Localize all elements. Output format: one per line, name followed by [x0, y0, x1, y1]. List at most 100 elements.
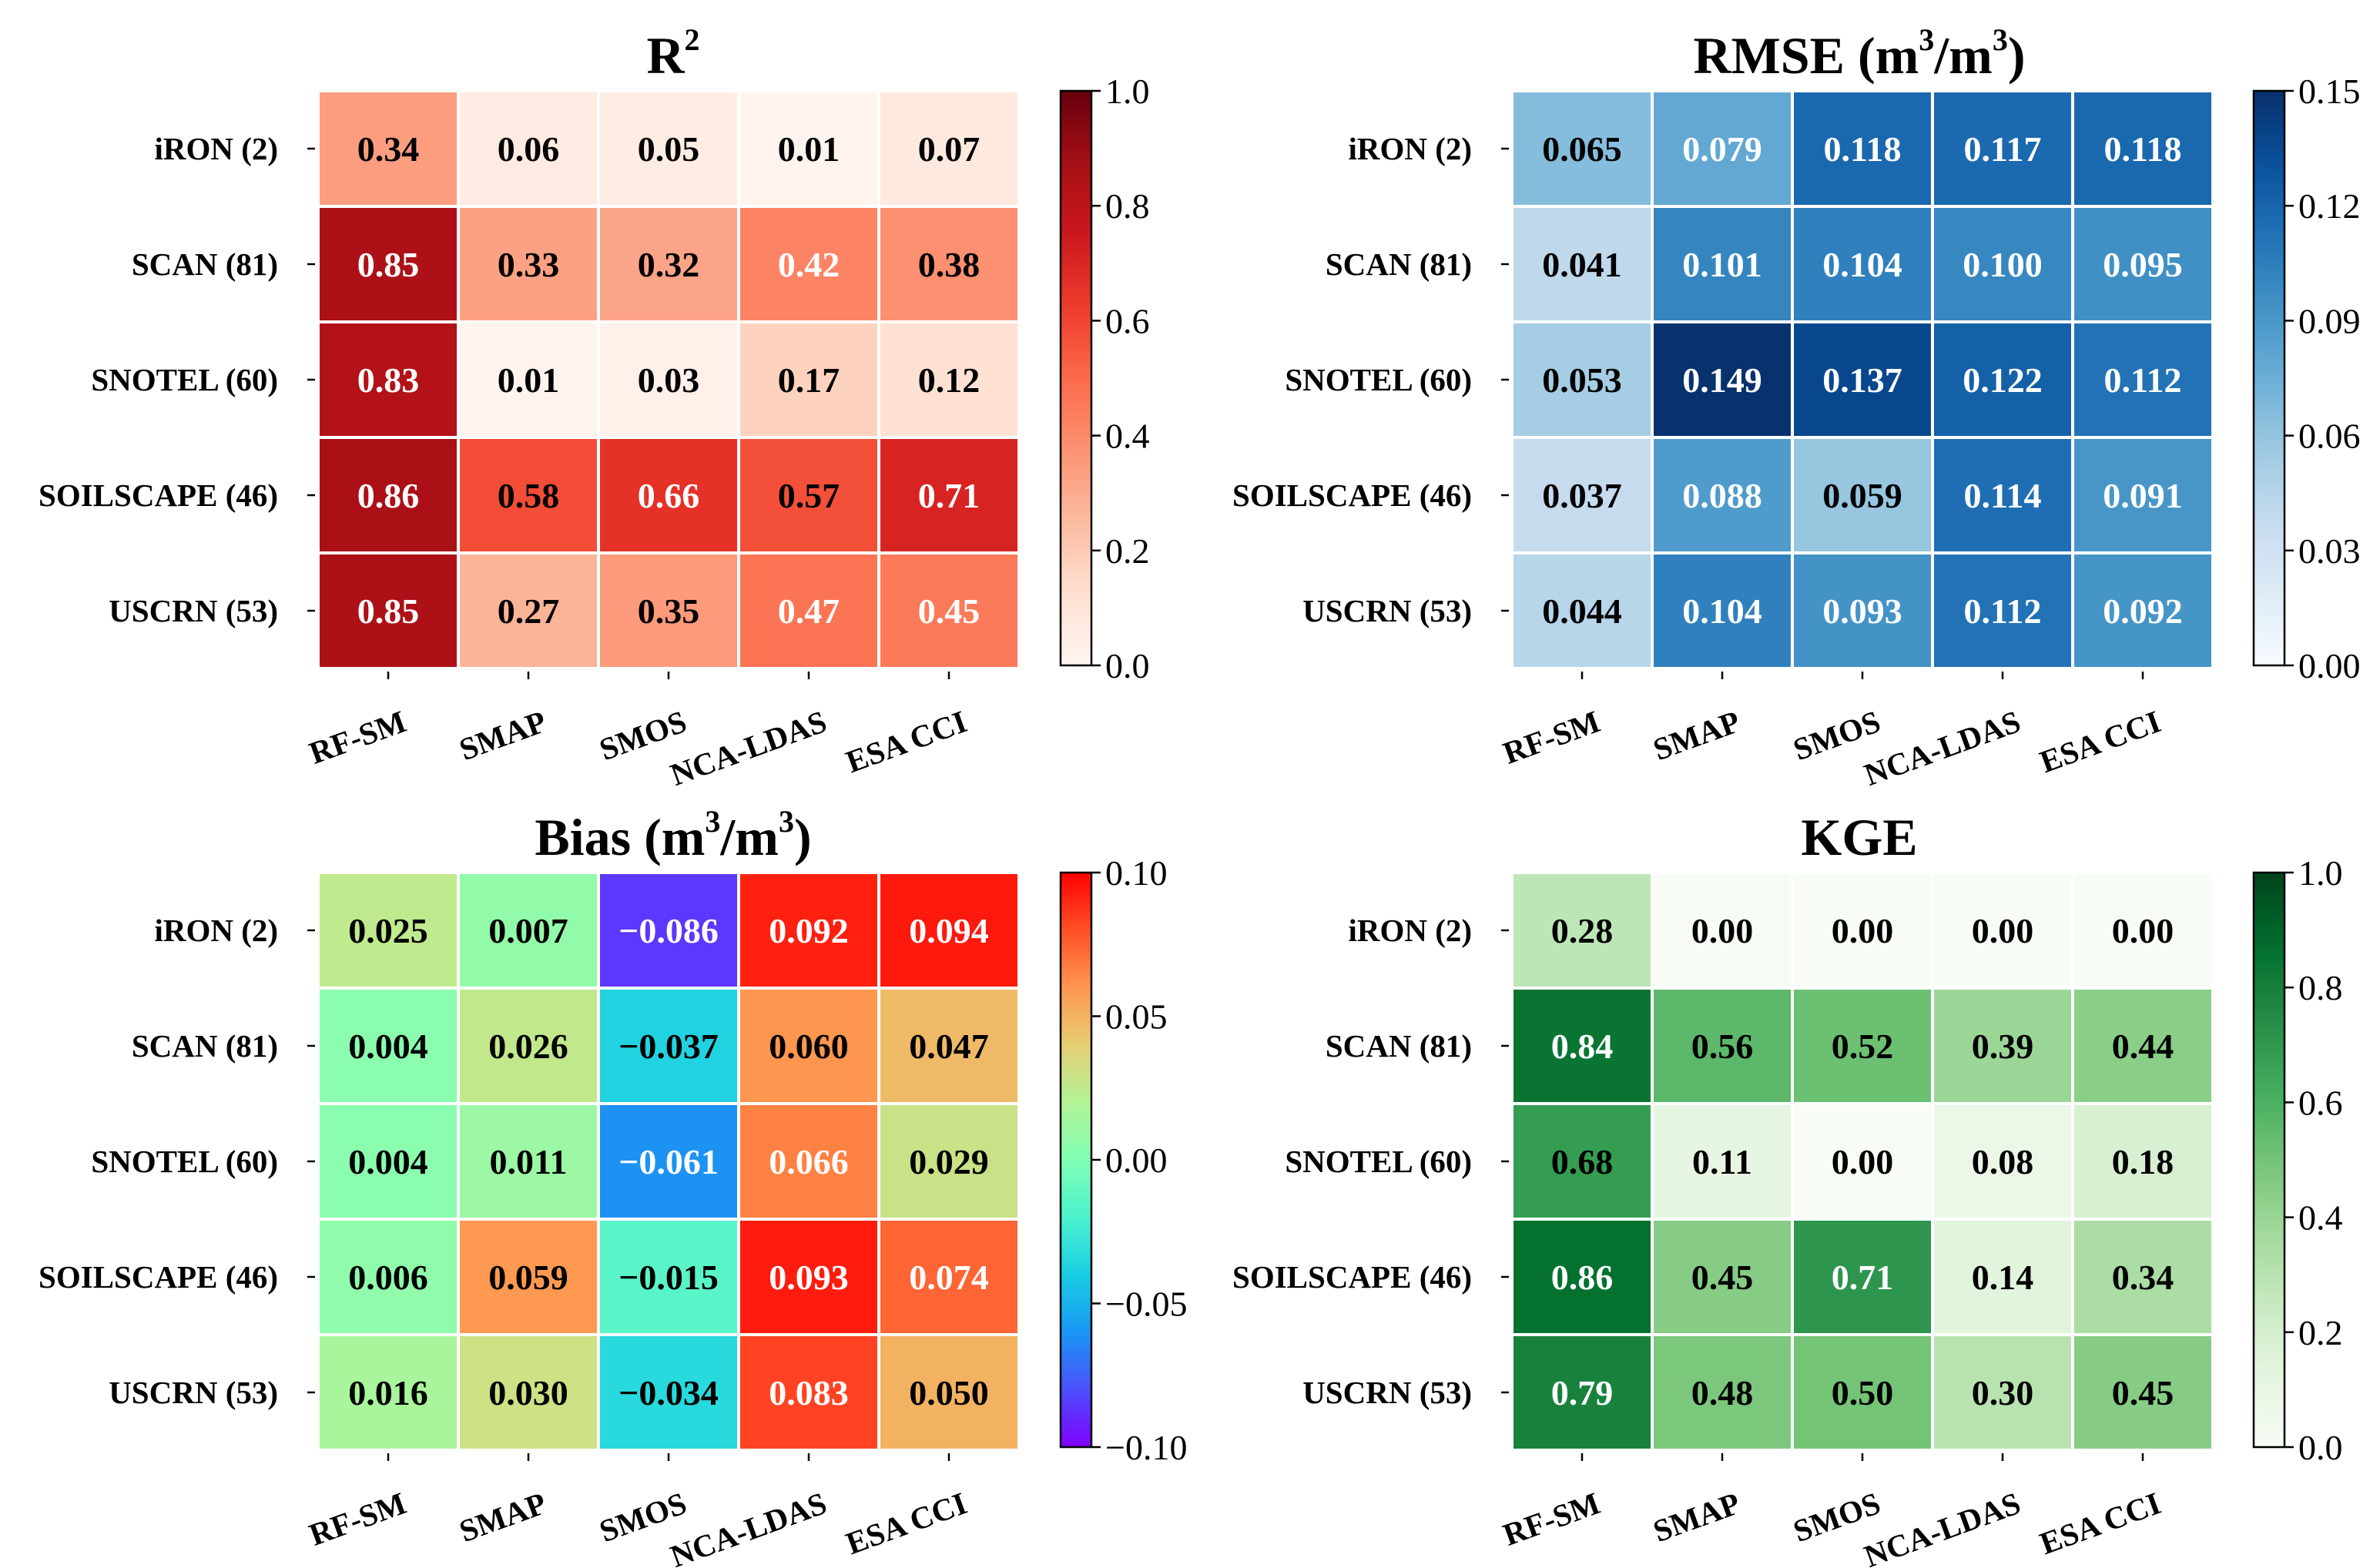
row-label: SOILSCAPE (46): [39, 1259, 278, 1295]
cell-value-label-bias: 0.006: [348, 1258, 428, 1297]
heatmap-cell-r2: [597, 551, 740, 670]
title-main: Bias (m: [535, 808, 705, 866]
cell-value-label-rmse: 0.041: [1542, 245, 1622, 284]
heatmap-cell-r2: [457, 320, 600, 439]
cell-value-label-r2: 0.45: [918, 591, 980, 631]
cell-value-label-r2: 0.66: [638, 476, 700, 515]
title-main: R: [646, 26, 685, 85]
title-superscript: 2: [685, 22, 700, 57]
heatmap-cell-r2: [597, 205, 740, 323]
heatmap-cell-rmse: [1651, 436, 1794, 554]
heatmap-cell-kge: [1931, 1333, 2074, 1452]
row-label: USCRN (53): [1302, 1375, 1472, 1410]
column-label: RF-SM: [1498, 703, 1604, 771]
cell-value-label-kge: 0.00: [2112, 911, 2174, 950]
heatmap-cell-kge: [2071, 1333, 2214, 1452]
panel-title-r2: R2: [646, 22, 699, 85]
heatmap-cell-rmse: [1931, 320, 2074, 439]
heatmap-cell-r2: [457, 436, 600, 554]
colorbar-tick-label: 0.6: [2298, 1083, 2343, 1122]
cell-value-label-rmse: 0.104: [1682, 591, 1762, 631]
cell-value-label-kge: 0.11: [1692, 1142, 1752, 1181]
title-close: ): [794, 808, 812, 866]
cell-value-label-bias: −0.061: [618, 1142, 719, 1181]
heatmap-cell-bias: [317, 1218, 460, 1336]
cell-value-label-rmse: 0.101: [1682, 245, 1762, 284]
cell-value-label-kge: 0.30: [1972, 1373, 2034, 1412]
heatmap-cell-kge: [2071, 1102, 2214, 1221]
cell-value-label-rmse: 0.149: [1682, 360, 1762, 400]
title-main: RMSE (m: [1694, 26, 1919, 85]
heatmap-cell-bias: [597, 1102, 740, 1221]
cell-value-label-kge: 0.00: [1832, 911, 1894, 950]
row-label: SNOTEL (60): [1285, 1144, 1472, 1179]
heatmap-cell-r2: [877, 436, 1021, 554]
cell-value-label-kge: 0.45: [2112, 1373, 2174, 1412]
cell-value-label-kge: 0.48: [1691, 1373, 1754, 1412]
colorbar-tick-label: 0.0: [1105, 646, 1150, 685]
cell-value-label-rmse: 0.137: [1822, 360, 1902, 400]
heatmap-cell-kge: [1651, 1218, 1794, 1336]
heatmap-cell-bias: [317, 1333, 460, 1452]
colorbar-r2: [1059, 89, 1093, 667]
panel-title-bias: Bias (m3/m3): [535, 804, 811, 866]
row-label: SOILSCAPE (46): [1232, 477, 1472, 513]
cell-value-label-bias: −0.034: [618, 1373, 719, 1412]
heatmap-cell-kge: [1510, 1102, 1654, 1221]
heatmap-cell-bias: [737, 987, 880, 1105]
column-label: RF-SM: [1498, 1485, 1604, 1553]
heatmap-cell-kge: [1791, 1218, 1934, 1336]
colorbar-bias: [1059, 871, 1093, 1449]
title-superscript: 3: [1919, 22, 1934, 57]
heatmap-cell-r2: [737, 320, 880, 439]
cell-value-label-rmse: 0.112: [1964, 591, 2042, 631]
cell-value-label-r2: 0.34: [357, 129, 420, 169]
row-label: SCAN (81): [1326, 1028, 1472, 1064]
heatmap-cell-kge: [2071, 987, 2214, 1105]
column-label: ESA CCI: [2035, 703, 2165, 779]
heatmap-cell-bias: [737, 1218, 880, 1336]
heatmap-cell-kge: [1791, 987, 1934, 1105]
title-superscript-2: 3: [1993, 22, 2008, 57]
cell-value-label-kge: 0.79: [1551, 1373, 1614, 1412]
colorbar-tick-label: 0.4: [2298, 1198, 2343, 1238]
cell-value-label-bias: 0.007: [488, 911, 568, 950]
cell-value-label-kge: 0.71: [1832, 1258, 1894, 1297]
title-tail: /m: [719, 808, 779, 866]
colorbar-tick-label: 0.10: [1105, 853, 1168, 893]
colorbar-tick-label: −0.05: [1105, 1285, 1187, 1324]
heatmap-cell-bias: [877, 987, 1021, 1105]
cell-value-label-r2: 0.12: [918, 360, 980, 400]
heatmap-cell-rmse: [2071, 551, 2214, 670]
cell-value-label-r2: 0.71: [918, 476, 980, 515]
column-label: ESA CCI: [2035, 1485, 2165, 1561]
cell-value-label-r2: 0.17: [778, 360, 840, 400]
cell-value-label-bias: 0.016: [348, 1373, 428, 1412]
cell-value-label-r2: 0.33: [498, 245, 560, 284]
cell-value-label-rmse: 0.118: [2104, 129, 2182, 169]
column-label: SMAP: [1648, 703, 1745, 767]
cell-value-label-rmse: 0.104: [1822, 245, 1902, 284]
row-label: SCAN (81): [1326, 246, 1472, 282]
column-label: NCA-LDAS: [665, 703, 831, 792]
colorbar-tick-label: 1.0: [2298, 853, 2343, 893]
cell-value-label-rmse: 0.079: [1682, 129, 1762, 169]
cell-value-label-bias: 0.094: [909, 911, 989, 950]
cell-value-label-rmse: 0.088: [1682, 476, 1762, 515]
colorbar-tick-label: 0.2: [2298, 1313, 2343, 1352]
colorbar-tick-label: 0.05: [1105, 997, 1168, 1037]
heatmap-cell-rmse: [1651, 89, 1794, 208]
row-label: SOILSCAPE (46): [1232, 1259, 1472, 1295]
cell-value-label-rmse: 0.065: [1542, 129, 1622, 169]
heatmap-cell-bias: [737, 871, 880, 990]
colorbar-tick-label: 0.15: [2298, 72, 2361, 111]
cell-value-label-r2: 0.86: [357, 476, 420, 515]
panel-title-rmse: RMSE (m3/m3): [1694, 22, 2026, 85]
column-label: SMAP: [1648, 1485, 1745, 1549]
cell-value-label-bias: 0.060: [769, 1027, 849, 1066]
cell-value-label-r2: 0.42: [778, 245, 840, 284]
cell-value-label-kge: 0.52: [1832, 1027, 1894, 1066]
colorbar-tick-label: 0.8: [2298, 968, 2343, 1007]
heatmap-cell-kge: [1651, 871, 1794, 990]
